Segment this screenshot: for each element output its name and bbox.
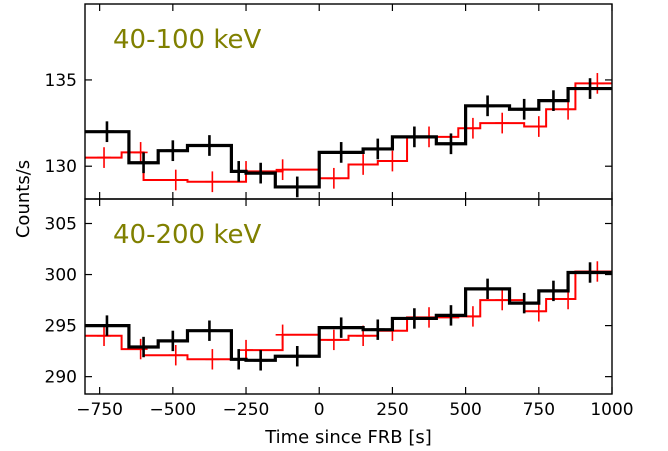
error-bar-black [165, 140, 180, 162]
error-bar-black [290, 346, 305, 367]
error-bar-red [275, 159, 290, 181]
error-bar-red [168, 344, 183, 366]
y-tick-label: 300 [45, 266, 77, 286]
x-axis-label: Time since FRB [s] [264, 427, 432, 448]
error-bar-red [465, 117, 480, 139]
step-line-red [85, 270, 612, 361]
error-bar-black [370, 319, 385, 340]
error-bar-red [356, 154, 371, 175]
error-bar-red [495, 289, 510, 311]
y-axis-label: Counts/s [13, 160, 34, 238]
error-bar-black [202, 320, 217, 341]
x-axis-ticks: −750 −500 −250 0 250 500 750 1000 [76, 400, 633, 420]
error-bar-red [97, 147, 112, 168]
error-bar-black [99, 315, 114, 336]
error-bar-black [290, 176, 305, 198]
error-bar-black [334, 142, 349, 163]
error-bar-black [517, 292, 532, 314]
panel-bottom-frame [84, 198, 613, 395]
error-bar-red [590, 73, 605, 94]
x-tick-label: 500 [449, 400, 481, 420]
error-bar-black [370, 138, 385, 160]
error-bar-red [97, 325, 112, 347]
x-tick-label: 0 [314, 400, 325, 420]
error-bar-black [99, 121, 114, 143]
x-tick-label: 1000 [590, 400, 633, 420]
error-bar-black [202, 135, 217, 156]
y-tick-label: 305 [45, 215, 77, 235]
panel-bottom-energy-label: 40-200 keV [113, 220, 261, 250]
error-bar-black [583, 262, 598, 283]
step-line-black [85, 270, 612, 362]
x-tick-label: 250 [376, 400, 408, 420]
panel-top-energy-label: 40-100 keV [113, 25, 261, 55]
step-line-red [85, 82, 612, 183]
error-bar-black [136, 336, 151, 358]
error-bar-red [205, 171, 220, 193]
error-bar-red [326, 167, 341, 189]
error-bar-black [165, 330, 180, 352]
error-bar-black [443, 133, 458, 155]
y-tick-label: 295 [45, 317, 77, 337]
error-bar-red [205, 349, 220, 370]
error-bar-black [253, 162, 268, 184]
error-bar-black [546, 90, 561, 111]
error-bar-black [480, 95, 495, 117]
panel-plot-area [85, 261, 612, 371]
error-bar-red [133, 338, 148, 360]
error-bar-black [231, 349, 246, 370]
error-bar-black [334, 317, 349, 338]
error-bar-black [443, 305, 458, 326]
error-bar-red [531, 116, 546, 137]
error-bar-red [495, 112, 510, 134]
error-bar-red [239, 339, 254, 361]
error-bar-red [133, 142, 148, 163]
x-tick-label: −500 [149, 400, 196, 420]
x-tick-label: −750 [76, 400, 123, 420]
error-bar-red [326, 329, 341, 351]
y-tick-label: 290 [45, 368, 77, 388]
error-bar-red [561, 98, 576, 120]
panel-bottom-ticks: 290 295 300 305 [45, 199, 613, 394]
error-bar-black [517, 98, 532, 120]
error-bar-black [583, 78, 598, 99]
x-tick-label: 750 [523, 400, 555, 420]
error-bar-black [231, 161, 246, 182]
error-bar-red [385, 150, 400, 172]
panel-bottom-series [85, 261, 612, 371]
panel-plot-area [85, 73, 612, 198]
y-tick-label: 135 [45, 71, 77, 91]
panel-bottom: 290 295 300 305 40-200 keV [45, 198, 613, 395]
error-bar-black [480, 278, 495, 300]
y-tick-label: 130 [45, 157, 77, 177]
error-bar-black [253, 350, 268, 371]
error-bar-black [407, 126, 422, 148]
error-bar-red [275, 324, 290, 345]
error-bar-black [546, 280, 561, 302]
panel-top-series [85, 73, 612, 198]
error-bar-black [136, 152, 151, 174]
error-bar-black [407, 308, 422, 329]
error-bar-red [168, 169, 183, 191]
x-tick-label: −250 [223, 400, 270, 420]
error-bar-red [465, 306, 480, 327]
panel-top: 130 135 40-100 keV [45, 3, 613, 200]
